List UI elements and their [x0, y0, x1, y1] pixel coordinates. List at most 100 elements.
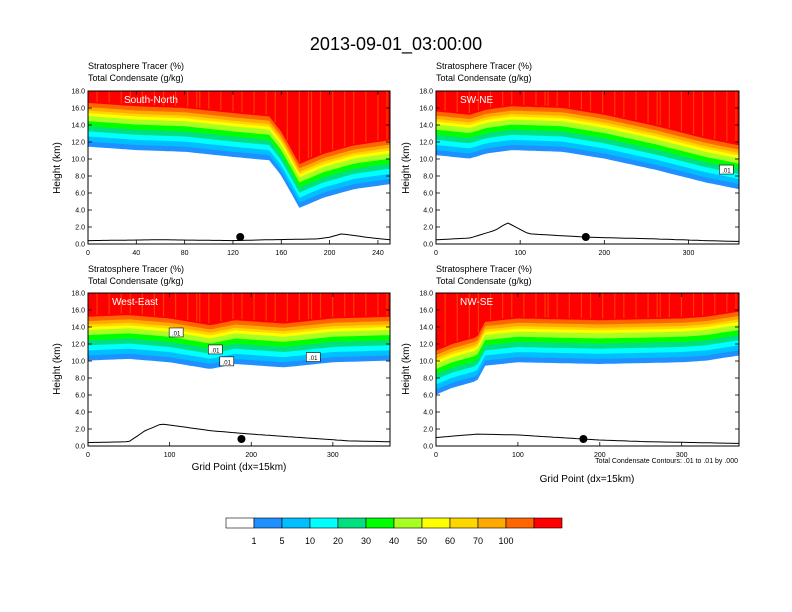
panel-sw-ne: Stratosphere Tracer (%) Total Condensate… — [401, 61, 740, 257]
plot-area: .01.01.01.010.02.04.06.08.010.012.014.01… — [71, 291, 391, 459]
plot-area: 0.0 2.0 4.0 6.0 8.0 10.0 12.0 14.0 16.0 18.0 0 40 80… — [71, 89, 391, 257]
panel-header-tracer: Stratosphere Tracer (%) — [88, 264, 184, 274]
x-tick-label: 0 — [434, 452, 438, 459]
y-tick-label: 18.0 — [419, 291, 433, 298]
y-tick-label: 14.0 — [419, 123, 433, 130]
panel-header-tracer: Stratosphere Tracer (%) — [436, 264, 532, 274]
panel-header-tracer: Stratosphere Tracer (%) — [436, 61, 532, 71]
panel-header-condensate: Total Condensate (g/kg) — [88, 73, 184, 83]
y-tick-label: 0.0 — [75, 242, 85, 249]
x-tick-label: 80 — [181, 250, 189, 257]
colorbar: 1 5 10 20 30 40 50 60 70 100 — [225, 517, 563, 546]
colorbar-label: 5 — [279, 536, 284, 546]
y-tick-label: 8.0 — [423, 174, 433, 181]
chart-title: 2013-09-01_03:00:00 — [310, 34, 482, 55]
contour-label-box — [208, 344, 223, 355]
colorbar-swatch — [477, 517, 507, 529]
colorbar-label: 100 — [498, 536, 513, 546]
x-tick-label: 200 — [245, 452, 257, 459]
y-tick-label: 2.0 — [75, 225, 85, 232]
y-tick-label: 8.0 — [75, 174, 85, 181]
y-tick-label: 0.0 — [423, 444, 433, 451]
y-tick-label: 0.0 — [75, 444, 85, 451]
y-tick-label: 2.0 — [75, 427, 85, 434]
panel-header-condensate: Total Condensate (g/kg) — [88, 276, 184, 286]
y-tick-label: 10.0 — [71, 157, 85, 164]
y-tick-label: 16.0 — [419, 106, 433, 113]
contour-label-box — [219, 356, 235, 367]
location-marker — [236, 233, 245, 241]
contour-label: .01 — [309, 356, 318, 362]
colorbar-label: 70 — [473, 536, 483, 546]
colorbar-swatch — [449, 517, 479, 529]
contour-label-box — [719, 164, 734, 175]
colorbar-swatch — [337, 517, 367, 529]
panel-west-east: Stratosphere Tracer (%) Total Condensate… — [52, 264, 391, 473]
y-tick-label: 12.0 — [71, 342, 85, 349]
y-axis-label: Height (km) — [52, 142, 63, 194]
colorbar-label: 30 — [361, 536, 371, 546]
y-tick-label: 4.0 — [75, 208, 85, 215]
colorbar-swatch — [253, 517, 283, 529]
terrain-contour — [88, 423, 390, 444]
plot-area: .01 0.0 2.0 4.0 6.0 8.0 10.0 12.0 14.0 16.0 18.0 0 1… — [419, 89, 740, 257]
y-tick-label: 8.0 — [423, 376, 433, 383]
footnote: Total Condensate Contours: .01 to .01 by… — [595, 458, 738, 465]
y-tick-label: 12.0 — [419, 140, 433, 147]
colorbar-swatch — [393, 517, 423, 529]
y-tick-label: 18.0 — [71, 291, 85, 298]
panel-header-tracer: Stratosphere Tracer (%) — [88, 61, 184, 71]
y-tick-label: 6.0 — [423, 191, 433, 198]
tracer-field — [436, 91, 739, 242]
x-tick-label: 100 — [512, 452, 524, 459]
x-tick-label: 120 — [227, 250, 239, 257]
tracer-field — [88, 91, 390, 242]
panel-label: SW-NE — [460, 95, 493, 106]
y-tick-label: 6.0 — [423, 393, 433, 400]
location-marker — [581, 233, 590, 241]
y-tick-label: 12.0 — [71, 140, 85, 147]
contour-label-box — [168, 327, 184, 338]
colorbar-label: 60 — [445, 536, 455, 546]
x-tick-label: 0 — [86, 250, 90, 257]
y-axis-label: Height (km) — [52, 343, 63, 395]
x-tick-label: 160 — [275, 250, 287, 257]
x-axis-label: Grid Point (dx=15km) — [192, 462, 287, 473]
panel-south-north: Stratosphere Tracer (%) Total Condensate… — [52, 61, 391, 257]
colorbar-swatch — [505, 517, 535, 529]
y-tick-label: 14.0 — [71, 123, 85, 130]
y-axis-label: Height (km) — [401, 343, 412, 395]
terrain-contour — [436, 433, 739, 444]
panel-label: West-East — [112, 297, 158, 308]
tracer-field — [88, 293, 390, 444]
panel-header-condensate: Total Condensate (g/kg) — [436, 73, 532, 83]
x-tick-label: 0 — [86, 452, 90, 459]
location-marker — [237, 435, 246, 443]
x-tick-label: 240 — [372, 250, 384, 257]
location-marker — [579, 435, 588, 443]
y-tick-label: 0.0 — [423, 242, 433, 249]
y-tick-label: 6.0 — [75, 393, 85, 400]
contour-label: .01 — [722, 169, 731, 175]
panel-label: South-North — [124, 95, 178, 106]
x-tick-label: 100 — [514, 250, 526, 257]
y-tick-label: 10.0 — [419, 359, 433, 366]
x-tick-label: 0 — [434, 250, 438, 257]
contour-label: .01 — [211, 348, 220, 354]
colorbar-swatch — [225, 517, 255, 529]
y-tick-label: 10.0 — [419, 157, 433, 164]
contour-label: .01 — [172, 331, 181, 337]
y-tick-label: 4.0 — [423, 410, 433, 417]
panel-header-condensate: Total Condensate (g/kg) — [436, 276, 532, 286]
colorbar-swatch — [365, 517, 395, 529]
y-tick-label: 10.0 — [71, 359, 85, 366]
plot-frame — [435, 90, 740, 245]
plot-frame — [87, 292, 391, 447]
x-tick-label: 300 — [327, 452, 339, 459]
colorbar-label: 40 — [389, 536, 399, 546]
x-tick-label: 100 — [164, 452, 176, 459]
colorbar-swatch — [309, 517, 339, 529]
colorbar-label: 20 — [333, 536, 343, 546]
plot-frame — [435, 292, 740, 447]
